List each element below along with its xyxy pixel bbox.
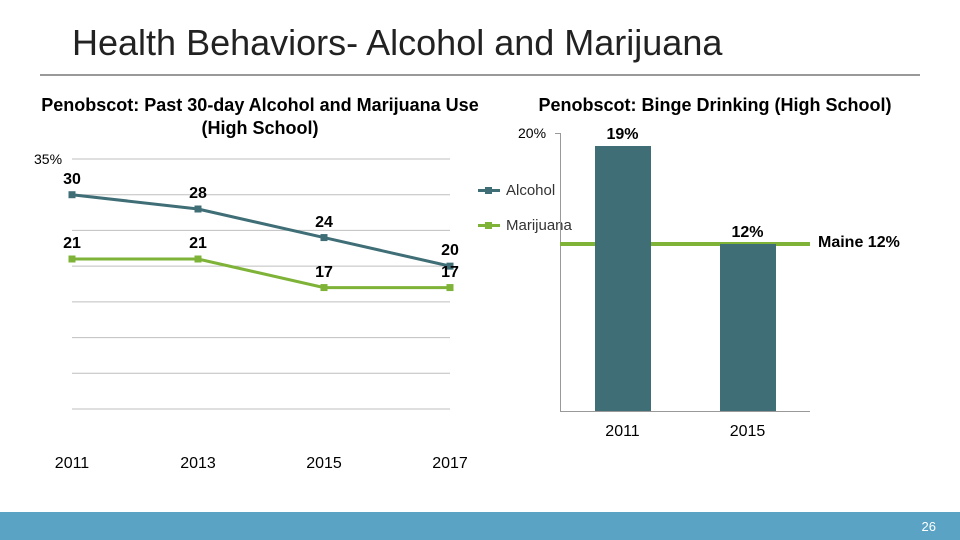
x-tick-label: 2017	[432, 455, 468, 473]
line-chart-panel: Penobscot: Past 30-day Alcohol and Marij…	[30, 94, 490, 449]
legend-swatch	[478, 224, 500, 227]
bar-label: 12%	[731, 224, 763, 242]
slide: { "title": "Health Behaviors- Alcohol an…	[0, 0, 960, 540]
data-label: 24	[315, 214, 333, 232]
x-tick-label: 2013	[180, 455, 216, 473]
y-axis	[560, 133, 561, 411]
bar	[720, 244, 776, 411]
data-label: 28	[189, 185, 207, 203]
charts-row: Penobscot: Past 30-day Alcohol and Marij…	[0, 76, 960, 449]
line-chart-svg	[30, 149, 490, 449]
data-label: 17	[315, 264, 333, 282]
reference-label: Maine 12%	[818, 234, 900, 252]
x-tick-label: 2015	[730, 423, 766, 441]
line-chart: 35%30282420212117172011201320152017	[30, 149, 490, 449]
bar-label: 19%	[606, 126, 638, 144]
data-label: 30	[63, 171, 81, 189]
page-number: 26	[922, 519, 936, 534]
legend-swatch	[478, 189, 500, 192]
x-tick-label: 2011	[605, 423, 639, 441]
x-tick-label: 2011	[55, 455, 89, 473]
x-axis	[560, 411, 810, 412]
y-tick-label: 35%	[34, 151, 62, 167]
data-label: 21	[189, 235, 207, 253]
y-tick-label: 20%	[518, 125, 546, 141]
bar-chart-panel: Penobscot: Binge Drinking (High School) …	[500, 94, 930, 449]
data-label: 21	[63, 235, 81, 253]
bar-chart-title: Penobscot: Binge Drinking (High School)	[500, 94, 930, 117]
bar	[595, 146, 651, 410]
x-tick-label: 2015	[306, 455, 342, 473]
data-label: 20	[441, 242, 459, 260]
footer-bar	[0, 512, 960, 540]
bar-chart: 20%Maine 12%19%201112%2015	[520, 127, 920, 437]
line-chart-title: Penobscot: Past 30-day Alcohol and Marij…	[30, 94, 490, 139]
data-label: 17	[441, 264, 459, 282]
slide-title: Health Behaviors- Alcohol and Marijuana	[0, 0, 960, 74]
